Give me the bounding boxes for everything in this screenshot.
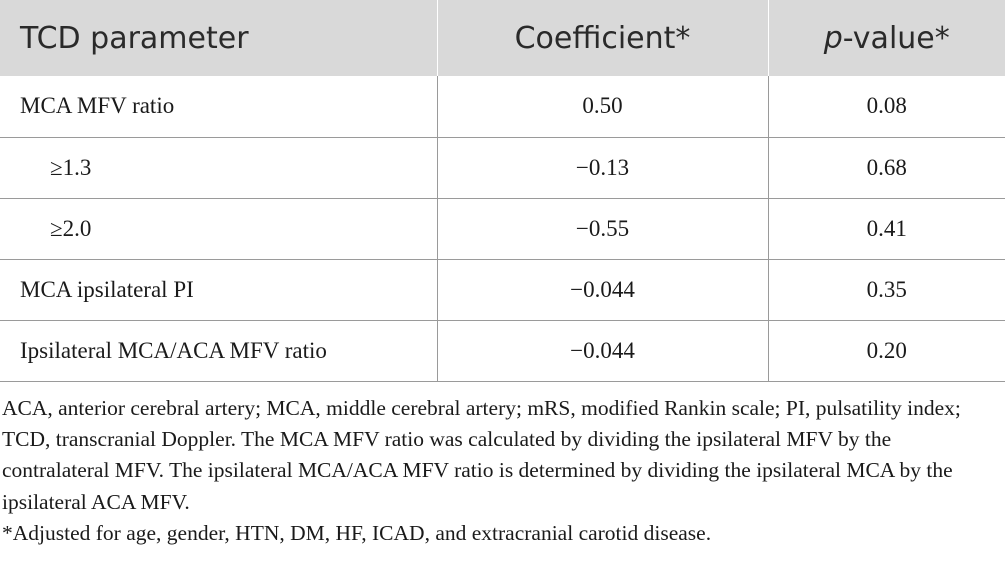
header-coefficient: Coefficient* <box>436 0 768 76</box>
row-p-value: 0.41 <box>767 198 1005 260</box>
row-coefficient: −0.044 <box>436 259 768 321</box>
table-notes: ACA, anterior cerebral artery; MCA, midd… <box>2 393 1002 549</box>
header-p-italic: p <box>823 20 843 56</box>
table-row: ≥1.3 −0.13 0.68 <box>0 137 1005 199</box>
table-row: Ipsilateral MCA/ACA MFV ratio −0.044 0.2… <box>0 320 1005 382</box>
row-label: Ipsilateral MCA/ACA MFV ratio <box>0 320 437 382</box>
row-label: ≥1.3 <box>0 137 437 199</box>
row-label: MCA MFV ratio <box>0 76 437 138</box>
abbreviations-note: ACA, anterior cerebral artery; MCA, midd… <box>2 396 961 514</box>
results-table-container: TCD parameter Coefficient* p-value* MCA … <box>0 0 1005 382</box>
row-coefficient: 0.50 <box>436 76 768 138</box>
adjustment-footnote: *Adjusted for age, gender, HTN, DM, HF, … <box>2 520 712 545</box>
row-p-value: 0.20 <box>767 320 1005 382</box>
row-coefficient: −0.13 <box>436 137 768 199</box>
table-row: MCA ipsilateral PI −0.044 0.35 <box>0 259 1005 321</box>
header-row: TCD parameter Coefficient* p-value* <box>0 0 1005 76</box>
row-label: MCA ipsilateral PI <box>0 259 437 321</box>
header-p-rest: -value* <box>842 20 950 56</box>
table-header: TCD parameter Coefficient* p-value* <box>0 0 1005 76</box>
row-p-value: 0.35 <box>767 259 1005 321</box>
row-p-value: 0.08 <box>767 76 1005 138</box>
table-body: MCA MFV ratio 0.50 0.08 ≥1.3 −0.13 0.68 … <box>0 76 1005 382</box>
row-coefficient: −0.55 <box>436 198 768 260</box>
row-coefficient: −0.044 <box>436 320 768 382</box>
table-row: MCA MFV ratio 0.50 0.08 <box>0 76 1005 138</box>
tcd-parameter-table: TCD parameter Coefficient* p-value* MCA … <box>0 0 1005 382</box>
row-p-value: 0.68 <box>767 137 1005 199</box>
row-label: ≥2.0 <box>0 198 437 260</box>
table-row: ≥2.0 −0.55 0.41 <box>0 198 1005 260</box>
header-tcd-parameter: TCD parameter <box>20 20 249 56</box>
header-p-value: p-value* <box>767 0 1005 76</box>
